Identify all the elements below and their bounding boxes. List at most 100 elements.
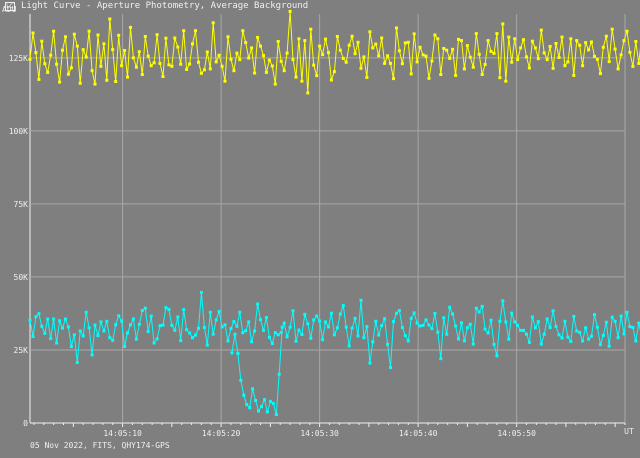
data-point (276, 333, 280, 337)
data-point (99, 64, 103, 68)
data-point (294, 75, 298, 79)
data-point (406, 40, 410, 44)
data-point (451, 312, 455, 316)
data-point (114, 323, 118, 327)
data-point (619, 314, 623, 318)
data-point (548, 44, 552, 48)
data-point (374, 319, 378, 323)
data-point (40, 324, 44, 328)
data-point (371, 46, 375, 50)
data-point (143, 35, 147, 38)
data-point (350, 326, 354, 330)
data-point (430, 327, 434, 331)
data-point (566, 60, 570, 64)
data-point (273, 82, 277, 86)
data-point (433, 33, 437, 37)
y-tick-label: 125K (9, 54, 28, 63)
data-point (64, 317, 67, 321)
data-point (613, 47, 617, 51)
data-point (368, 30, 372, 34)
data-point (52, 317, 56, 321)
data-point (415, 60, 419, 64)
data-point (199, 71, 203, 75)
data-point (117, 314, 121, 318)
data-point (241, 331, 245, 335)
data-point (371, 340, 375, 344)
data-point (418, 324, 422, 328)
chart-labels: 0 25K 50K 75K 100K 125K ADU 14:05:10 14:05:20 14:… (2, 5, 634, 438)
data-point (383, 61, 387, 65)
data-point (259, 44, 262, 48)
data-point (211, 21, 215, 25)
data-point (628, 325, 632, 329)
data-point (477, 310, 481, 314)
data-point (433, 311, 437, 315)
data-point (604, 34, 608, 38)
y-axis-label: ADU (2, 5, 17, 14)
data-point (247, 320, 251, 324)
data-point (235, 51, 239, 55)
data-point (256, 35, 260, 39)
data-point (140, 73, 144, 76)
data-point (28, 57, 32, 61)
data-point (274, 413, 278, 416)
data-point (239, 378, 243, 382)
data-point (610, 315, 614, 319)
data-point (454, 73, 458, 77)
data-point (238, 310, 242, 314)
data-point (412, 311, 416, 315)
data-point (527, 340, 531, 344)
light-curve-app-icon: LC (5, 2, 15, 11)
data-point (105, 319, 109, 323)
data-point (72, 32, 76, 36)
data-point (581, 64, 585, 68)
data-point (492, 51, 496, 55)
data-point (309, 27, 313, 31)
data-point (474, 306, 478, 310)
data-point (291, 309, 295, 313)
data-point (263, 398, 266, 402)
data-point (442, 316, 446, 320)
data-point (277, 372, 281, 376)
data-point (516, 58, 520, 62)
data-point (460, 321, 463, 325)
data-point (329, 78, 333, 82)
data-point (294, 339, 298, 343)
data-point (421, 53, 425, 57)
data-point (335, 326, 339, 330)
data-point (279, 59, 283, 63)
data-point (575, 39, 579, 43)
data-point (457, 37, 460, 41)
data-point (545, 317, 549, 321)
data-point (332, 333, 336, 337)
data-point (389, 61, 392, 65)
data-point (445, 48, 449, 52)
data-point (427, 76, 431, 80)
data-point (126, 75, 129, 79)
data-point (214, 60, 218, 64)
data-point (329, 311, 333, 315)
data-point (492, 342, 496, 346)
data-point (507, 35, 511, 39)
data-point (403, 334, 407, 338)
data-point (462, 339, 466, 343)
data-point (436, 330, 440, 334)
data-point (55, 62, 59, 66)
data-point (52, 29, 56, 33)
data-point (176, 45, 180, 49)
data-point (90, 69, 94, 73)
data-point (120, 64, 124, 68)
data-point (102, 329, 106, 333)
data-point (498, 76, 502, 80)
data-point (341, 56, 345, 60)
data-point (223, 323, 227, 327)
data-point (430, 59, 434, 63)
data-point (522, 328, 525, 332)
data-point (37, 77, 41, 81)
data-point (560, 336, 564, 340)
data-point (424, 318, 428, 322)
data-point (306, 322, 310, 326)
data-point (232, 69, 236, 73)
data-point (282, 69, 286, 73)
data-point (545, 58, 549, 62)
